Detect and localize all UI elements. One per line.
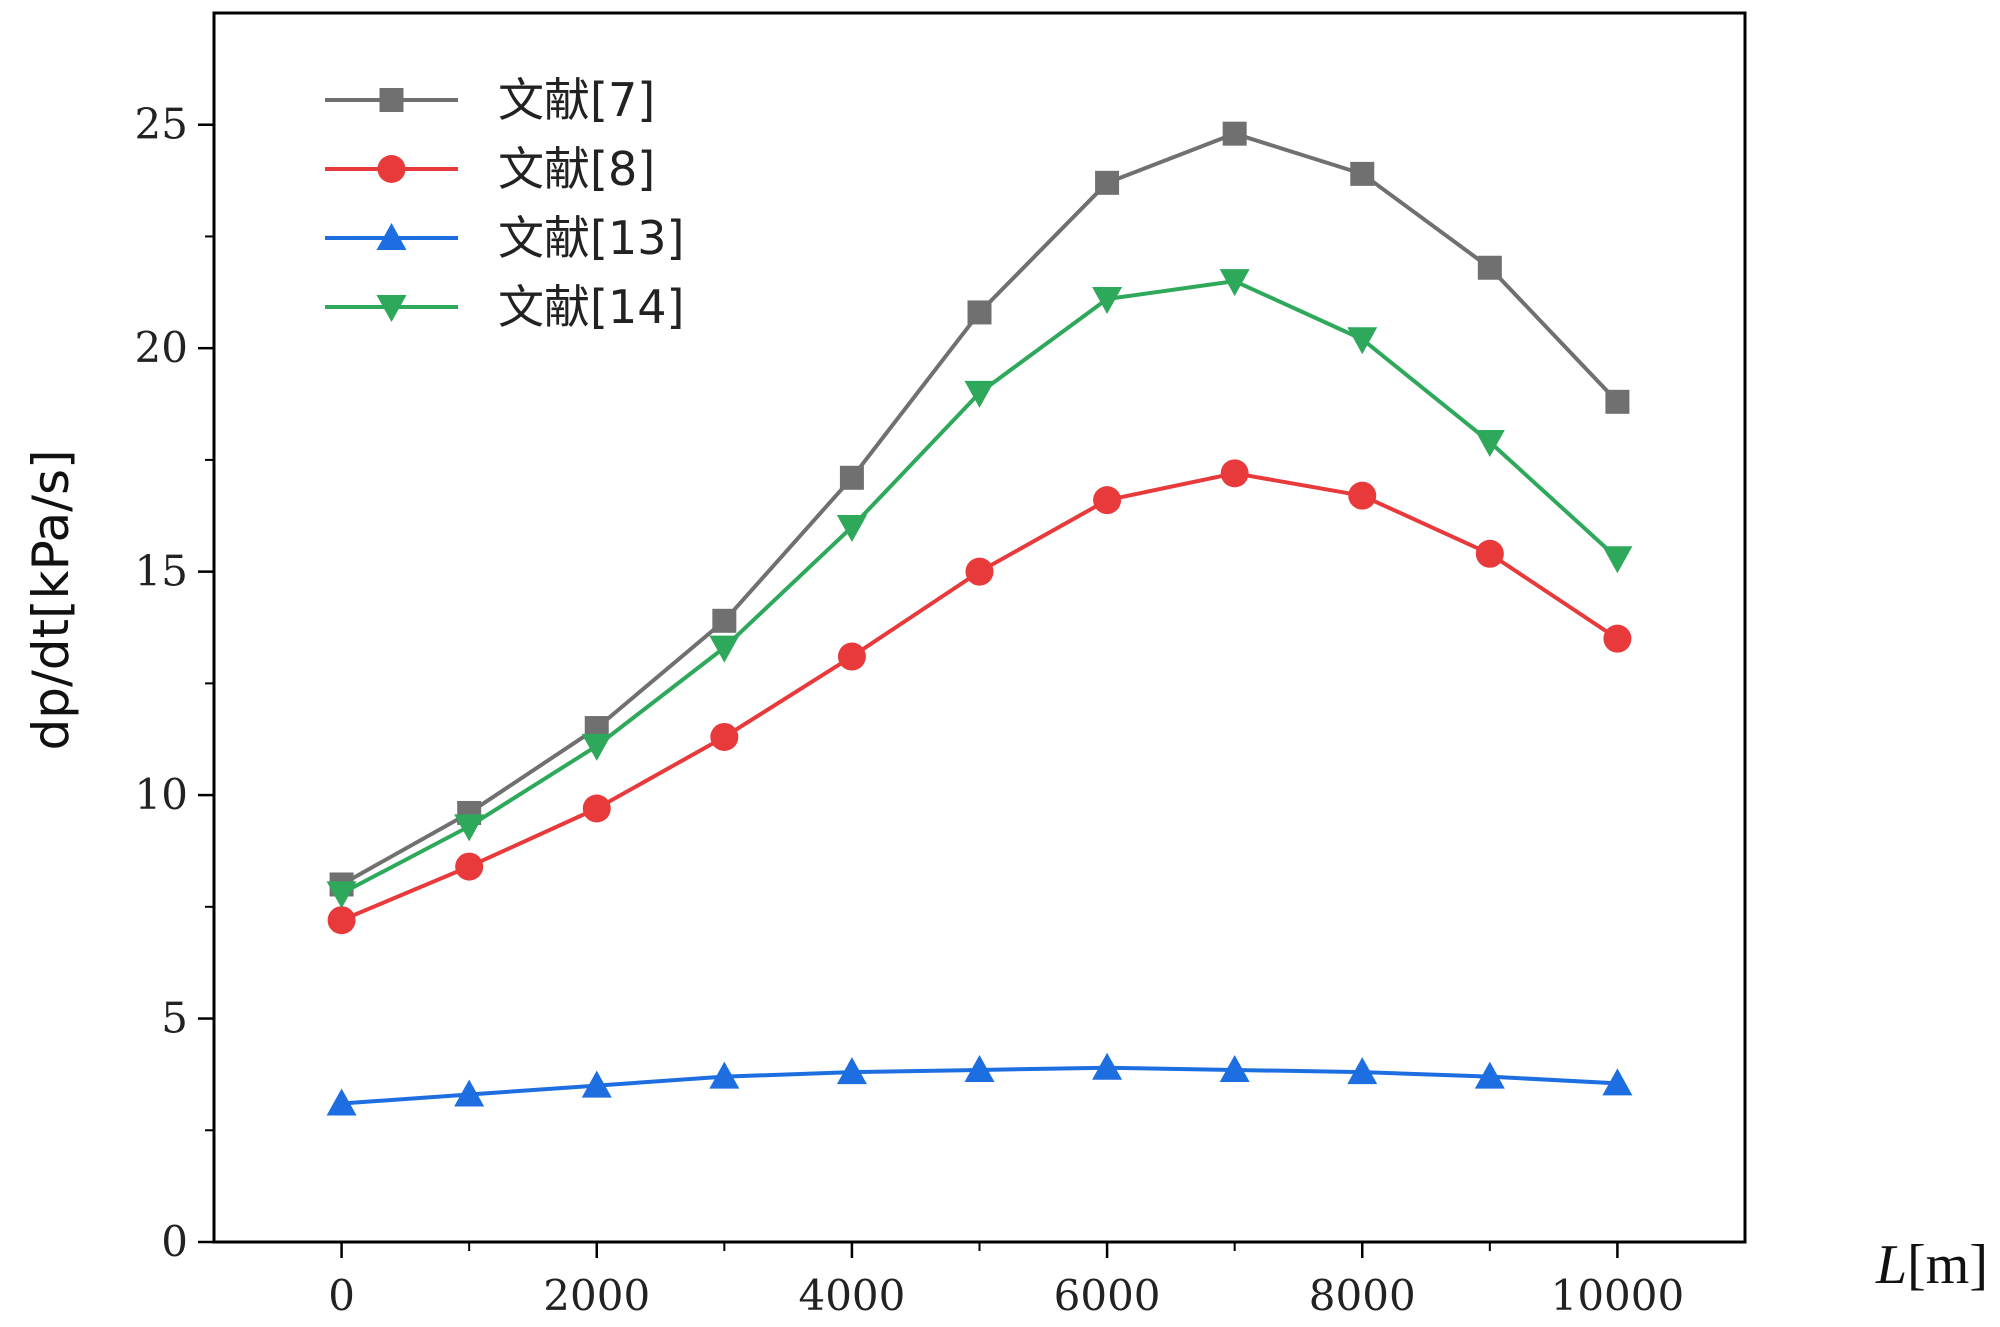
legend: 文献[7] 文献[8] 文献[13] 文献[14] (325, 73, 684, 334)
data-point (964, 380, 995, 408)
data-point (581, 1070, 612, 1098)
x-axis-title-variable: L (1875, 1234, 1907, 1296)
legend-label: 文献[13] (498, 211, 684, 265)
data-point (1347, 1057, 1378, 1085)
data-point (1602, 546, 1633, 574)
y-axis-title: dp/dt[kPa/s] (22, 449, 80, 750)
x-tick-label: 6000 (1054, 1271, 1161, 1320)
data-point (1477, 255, 1502, 280)
data-point (581, 733, 612, 761)
data-point (326, 1088, 357, 1116)
data-point (582, 794, 611, 823)
y-tick-label: 5 (161, 994, 188, 1043)
data-point (455, 852, 484, 881)
data-point (326, 881, 357, 909)
y-tick-label: 10 (135, 770, 188, 819)
legend-label: 文献[7] (498, 73, 655, 127)
x-axis-title: L[m] (1875, 1234, 1988, 1296)
y-tick-label: 25 (135, 100, 188, 149)
data-point (1095, 170, 1120, 195)
data-point (454, 814, 485, 842)
data-point (1219, 269, 1250, 297)
data-point (1219, 1054, 1250, 1082)
data-point (965, 557, 994, 586)
data-point (1092, 1052, 1123, 1080)
x-tick-label: 2000 (543, 1271, 650, 1320)
data-point (1348, 481, 1377, 510)
y-tick-label: 15 (135, 547, 188, 596)
legend-entry: 文献[8] (325, 142, 655, 196)
data-point (839, 465, 864, 490)
legend-label: 文献[8] (498, 142, 655, 196)
axes: 0 2000 4000 6000 8000 10000 0 5 10 15 20 25 (135, 11, 1747, 1320)
data-point (836, 514, 867, 542)
series-line (340, 279, 1619, 896)
series-1 (329, 121, 1630, 897)
x-tick-label: 4000 (798, 1271, 905, 1320)
data-point (709, 1061, 740, 1089)
data-point (836, 1057, 867, 1085)
data-point (967, 300, 992, 325)
data-point (1222, 121, 1247, 146)
series-group (326, 121, 1633, 1116)
data-point (964, 1054, 995, 1082)
data-point (1347, 327, 1378, 355)
data-point (837, 642, 866, 671)
series-3 (326, 1052, 1633, 1116)
legend-swatch-marker (379, 88, 404, 112)
series-4 (326, 269, 1633, 909)
legend-swatch-marker (377, 155, 406, 183)
legend-entry: 文献[7] (325, 73, 655, 127)
data-point (1474, 1061, 1505, 1089)
legend-swatch-marker (376, 223, 407, 250)
x-tick-label: 8000 (1309, 1271, 1416, 1320)
data-point (1220, 459, 1249, 488)
data-point (1603, 624, 1632, 653)
data-point (1602, 1068, 1633, 1096)
data-point (1475, 539, 1504, 568)
data-point (1093, 486, 1122, 515)
data-point (1474, 430, 1505, 458)
legend-entry: 文献[13] (325, 211, 684, 265)
x-tick-label: 0 (328, 1271, 355, 1320)
x-axis-title-unit: [m] (1907, 1234, 1988, 1296)
data-point (1350, 161, 1375, 186)
legend-label: 文献[14] (498, 280, 684, 334)
data-point (1092, 287, 1123, 315)
y-tick-label: 0 (161, 1217, 188, 1266)
axis-titles: dp/dt[kPa/s] L[m] (22, 449, 1988, 1296)
data-point (327, 906, 356, 935)
x-tick-label: 10000 (1551, 1271, 1685, 1320)
data-point (454, 1079, 485, 1107)
legend-swatch-marker (376, 295, 407, 322)
y-tick-label: 20 (135, 323, 188, 372)
data-point (1605, 389, 1630, 414)
data-point (709, 635, 740, 663)
series-2 (327, 459, 1632, 935)
data-point (710, 722, 739, 751)
series-line (340, 471, 1619, 923)
legend-entry: 文献[14] (325, 280, 684, 334)
data-point (712, 608, 737, 633)
